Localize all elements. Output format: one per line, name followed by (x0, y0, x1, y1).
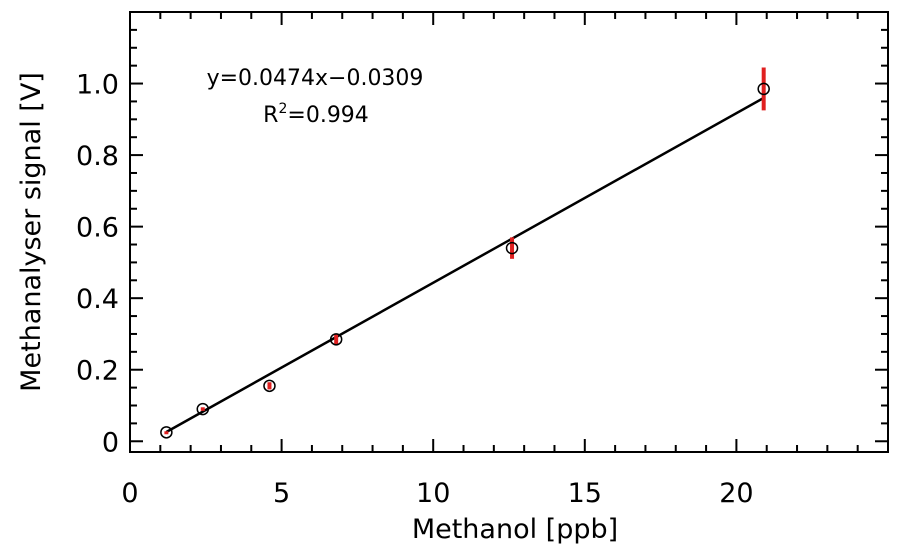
fit-layer (165, 96, 765, 434)
fit-equation: y=0.0474x−0.0309 (207, 66, 424, 91)
r-squared: R2=0.994 (263, 101, 369, 128)
plot-frame (129, 11, 889, 453)
y-tick-label: 0.8 (76, 141, 119, 172)
x-axis-ticks (129, 12, 889, 452)
x-axis-label: Methanol [ppb] (412, 514, 618, 545)
points-layer (160, 67, 770, 439)
data-point (505, 241, 519, 255)
y-axis-tick-labels: 0 0.2 0.4 0.6 0.8 1.0 (76, 70, 119, 459)
x-tick-label: 0 (121, 478, 138, 509)
y-axis-ticks (130, 11, 888, 443)
y-tick-label: 0 (102, 427, 119, 458)
x-tick-label: 15 (568, 478, 602, 509)
y-tick-label: 1.0 (76, 70, 119, 101)
x-tick-label: 10 (416, 478, 450, 509)
y-axis-label: Methanalyser signal [V] (16, 72, 47, 392)
y-tick-label: 0.4 (76, 284, 119, 315)
x-tick-label: 20 (719, 478, 753, 509)
x-axis-tick-labels: 0 5 10 15 20 (121, 478, 753, 509)
r-squared-superscript: 2 (278, 101, 287, 117)
data-point (160, 426, 173, 439)
data-point (757, 82, 770, 96)
r-squared-value: =0.994 (287, 103, 368, 128)
data-point (263, 379, 276, 393)
y-tick-label: 0.6 (76, 213, 119, 244)
fit-line (165, 96, 765, 434)
r-squared-prefix: R (263, 103, 278, 128)
y-tick-label: 0.2 (76, 356, 119, 387)
data-point (329, 333, 343, 346)
x-tick-label: 5 (273, 478, 290, 509)
data-point (196, 402, 210, 416)
plot-border (129, 11, 889, 453)
